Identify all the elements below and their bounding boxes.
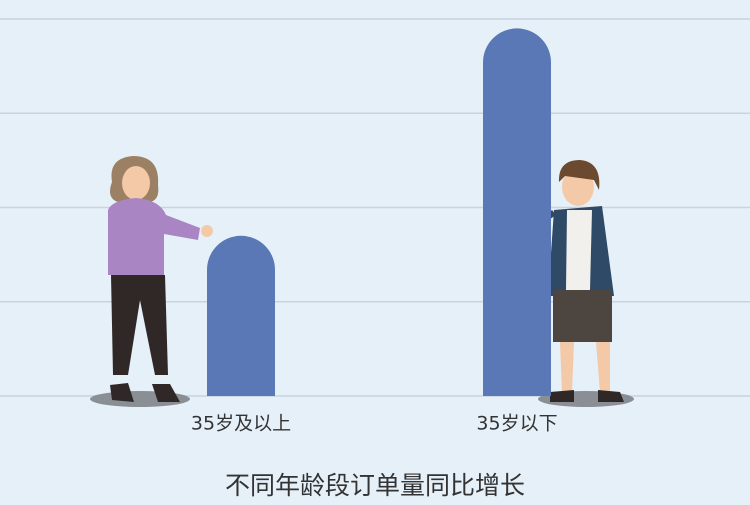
shoes — [110, 383, 180, 402]
x-tick-label: 35岁以下 — [476, 413, 557, 435]
chart-title: 不同年龄段订单量同比增长 — [225, 471, 525, 500]
hair — [558, 160, 600, 190]
hand — [201, 225, 213, 237]
shirt — [566, 210, 592, 290]
legs — [560, 342, 610, 392]
bar — [483, 28, 551, 397]
face — [122, 166, 150, 200]
x-tick-label: 35岁及以上 — [191, 413, 291, 435]
shoes — [550, 390, 624, 402]
bar — [207, 235, 275, 396]
bars — [207, 28, 551, 397]
pants — [111, 275, 168, 375]
woman-illustration — [90, 156, 213, 407]
sweater — [108, 198, 200, 275]
shorts — [553, 290, 612, 342]
